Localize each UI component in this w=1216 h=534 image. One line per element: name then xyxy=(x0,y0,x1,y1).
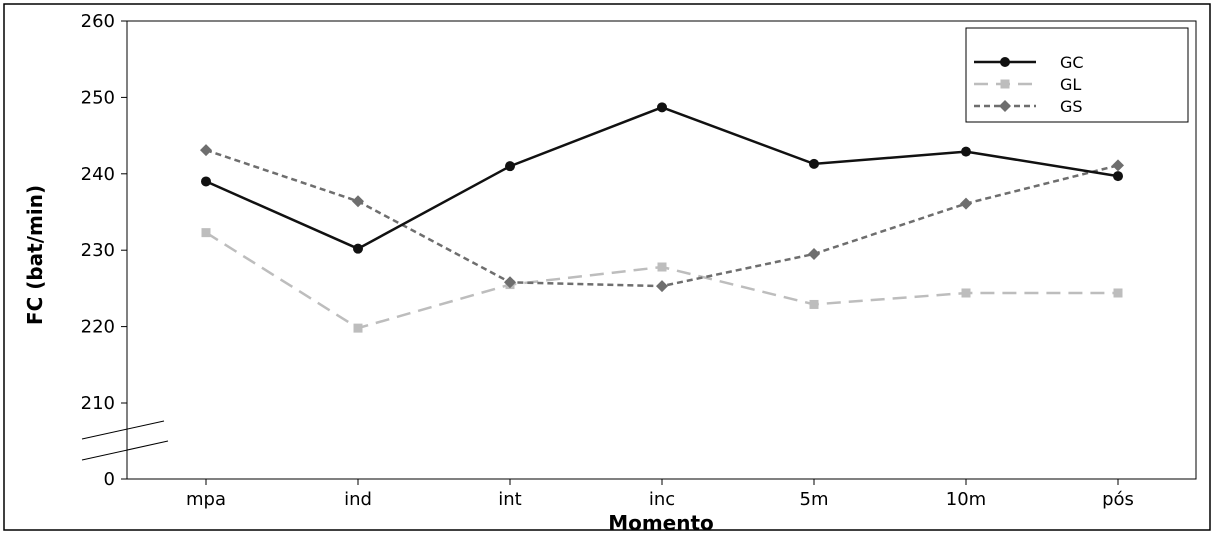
legend-label: GL xyxy=(1060,75,1081,94)
data-point-gs xyxy=(504,276,516,289)
data-point-gl xyxy=(1113,288,1123,298)
legend-label: GC xyxy=(1060,53,1084,72)
data-point-gl xyxy=(961,288,971,298)
legend-marker xyxy=(999,100,1011,112)
legend-label: GS xyxy=(1060,97,1083,116)
y-tick-label: 210 xyxy=(81,393,115,414)
data-point-gc xyxy=(505,161,515,172)
legend-marker xyxy=(1000,79,1010,89)
x-tick-label: ind xyxy=(344,489,372,510)
data-point-gl xyxy=(657,262,667,272)
x-axis-title: Momento xyxy=(608,511,714,534)
legend-entry-gl: GL xyxy=(974,75,1081,94)
x-tick-label: 10m xyxy=(946,489,986,510)
y-axis-title: FC (bat/min) xyxy=(23,185,47,325)
data-point-gl xyxy=(201,228,211,238)
y-tick-label: 250 xyxy=(81,87,115,108)
y-tick-label: 220 xyxy=(81,317,115,338)
series-layer xyxy=(200,102,1124,333)
legend-entry-gc: GC xyxy=(974,53,1084,72)
data-point-gc xyxy=(1113,171,1123,182)
x-tick-label: 5m xyxy=(800,489,829,510)
x-axis: mpa ind int inc 5m 10m pós xyxy=(186,479,1134,510)
series-gc xyxy=(201,102,1123,254)
data-point-gs xyxy=(808,248,820,261)
y-tick-label: 0 xyxy=(104,469,115,490)
data-point-gl xyxy=(809,299,819,309)
x-tick-label: int xyxy=(498,489,521,510)
axis-break-mark-lower xyxy=(81,440,169,461)
y-tick-label: 260 xyxy=(81,11,115,32)
legend-marker xyxy=(1000,57,1010,67)
axis-break-mark-upper xyxy=(81,420,165,440)
data-point-gs xyxy=(960,197,972,210)
x-tick-label: pós xyxy=(1102,489,1134,510)
data-point-gc xyxy=(657,102,667,113)
data-point-gl xyxy=(353,323,363,333)
legend-entry-gs: GS xyxy=(974,97,1083,116)
x-tick-label: mpa xyxy=(186,489,226,510)
data-point-gc xyxy=(809,158,819,169)
data-point-gc xyxy=(961,146,971,157)
data-point-gs xyxy=(656,280,668,293)
chart-frame xyxy=(3,3,1211,531)
data-point-gc xyxy=(201,176,211,187)
data-point-gs xyxy=(200,144,212,157)
data-point-gc xyxy=(353,243,363,254)
data-point-gs xyxy=(1112,159,1124,172)
y-tick-label: 230 xyxy=(81,240,115,261)
data-point-gs xyxy=(352,195,364,208)
legend: GC GL GS xyxy=(965,27,1189,123)
y-tick-label: 240 xyxy=(81,164,115,185)
series-gs xyxy=(200,144,1124,293)
y-axis: 0 210 220 230 240 250 260 xyxy=(81,11,127,490)
x-tick-label: inc xyxy=(649,489,675,510)
